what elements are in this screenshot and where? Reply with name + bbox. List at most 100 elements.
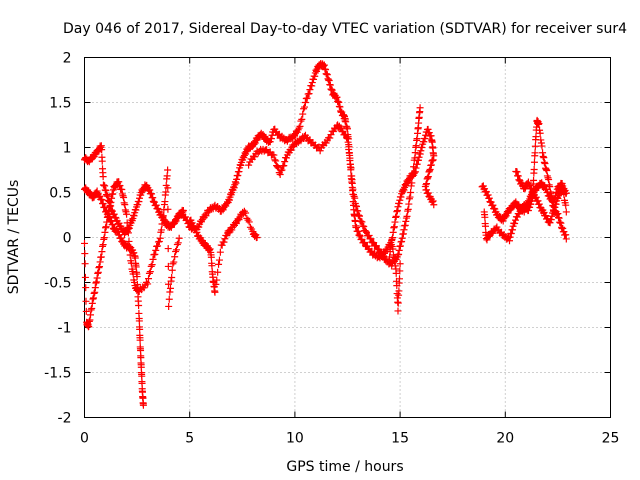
data-point bbox=[536, 129, 544, 137]
data-point bbox=[267, 135, 275, 143]
data-point bbox=[231, 181, 239, 189]
data-point bbox=[207, 253, 215, 261]
data-point bbox=[102, 186, 110, 194]
data-point bbox=[397, 193, 405, 201]
data-point bbox=[389, 228, 397, 236]
data-point bbox=[130, 212, 138, 220]
data-point bbox=[336, 103, 344, 111]
data-point bbox=[94, 269, 102, 277]
data-point bbox=[116, 182, 124, 190]
data-point bbox=[535, 200, 543, 208]
data-point bbox=[387, 242, 395, 250]
data-point bbox=[548, 212, 556, 220]
data-point bbox=[544, 174, 552, 182]
data-point bbox=[148, 190, 156, 198]
data-point bbox=[335, 98, 343, 106]
data-point bbox=[506, 233, 514, 241]
x-tick-label: 25 bbox=[602, 431, 620, 447]
data-point bbox=[310, 75, 318, 83]
data-point bbox=[251, 153, 259, 161]
data-point bbox=[213, 276, 221, 284]
data-point bbox=[163, 172, 171, 180]
data-point bbox=[311, 72, 319, 80]
data-point bbox=[415, 153, 423, 161]
data-point bbox=[281, 158, 289, 166]
data-point bbox=[423, 175, 431, 183]
y-tick-label: -2 bbox=[58, 411, 72, 427]
data-point bbox=[130, 278, 138, 286]
data-point bbox=[393, 208, 401, 216]
data-point bbox=[326, 134, 334, 142]
data-point bbox=[135, 301, 143, 309]
data-point bbox=[225, 196, 233, 204]
data-point bbox=[148, 261, 156, 269]
data-point bbox=[395, 246, 403, 254]
data-point bbox=[534, 197, 542, 205]
data-point bbox=[127, 259, 135, 267]
data-point bbox=[361, 238, 369, 246]
data-point bbox=[266, 138, 274, 146]
data-point bbox=[540, 154, 548, 162]
data-point bbox=[220, 238, 228, 246]
data-point bbox=[172, 247, 180, 255]
data-point bbox=[356, 212, 364, 220]
data-point bbox=[360, 222, 368, 230]
x-tick-label: 20 bbox=[496, 431, 514, 447]
data-point bbox=[230, 184, 238, 192]
data-point bbox=[147, 262, 155, 270]
data-point bbox=[82, 307, 90, 315]
data-point bbox=[168, 266, 176, 274]
series-sur4-track-g bbox=[339, 104, 424, 270]
data-point bbox=[481, 222, 489, 230]
data-point bbox=[418, 144, 426, 152]
y-tick-label: -1.5 bbox=[44, 366, 71, 382]
data-point bbox=[102, 224, 110, 232]
data-point bbox=[347, 166, 355, 174]
data-point bbox=[424, 125, 432, 133]
data-point bbox=[216, 248, 224, 256]
data-point bbox=[101, 204, 109, 212]
data-point bbox=[82, 284, 90, 292]
data-point bbox=[527, 184, 535, 192]
data-point bbox=[388, 235, 396, 243]
data-point bbox=[270, 151, 278, 159]
data-point bbox=[119, 192, 127, 200]
x-tick-labels: 0 5 10 15 20 25 bbox=[80, 431, 619, 447]
data-point bbox=[109, 221, 117, 229]
data-point bbox=[232, 179, 240, 187]
data-point bbox=[297, 117, 305, 125]
data-point bbox=[121, 201, 129, 209]
data-point bbox=[346, 154, 354, 162]
data-point bbox=[412, 164, 420, 172]
data-point bbox=[174, 239, 182, 247]
data-point bbox=[118, 190, 126, 198]
data-point bbox=[402, 214, 410, 222]
data-point bbox=[156, 234, 164, 242]
data-point bbox=[88, 304, 96, 312]
data-point bbox=[343, 123, 351, 131]
data-point bbox=[105, 208, 113, 216]
series-sur4-track-j bbox=[480, 116, 570, 245]
data-point bbox=[531, 149, 539, 157]
data-point bbox=[430, 152, 438, 160]
data-point bbox=[353, 224, 361, 232]
data-point bbox=[126, 251, 134, 259]
data-point bbox=[537, 139, 545, 147]
data-point bbox=[423, 180, 431, 188]
data-point bbox=[108, 194, 116, 202]
x-axis-label: GPS time / hours bbox=[286, 459, 403, 475]
data-point bbox=[526, 203, 534, 211]
data-point bbox=[81, 260, 89, 268]
data-point bbox=[532, 133, 540, 141]
data-point bbox=[547, 216, 555, 224]
y-tick-label: 0.5 bbox=[49, 186, 71, 202]
data-point bbox=[417, 147, 425, 155]
series-sur4-track-h bbox=[386, 125, 438, 261]
data-point bbox=[88, 299, 96, 307]
data-point bbox=[215, 260, 223, 268]
data-point bbox=[481, 213, 489, 221]
data-point bbox=[406, 193, 414, 201]
series-sur4-track-d bbox=[175, 59, 349, 234]
data-point bbox=[192, 225, 200, 233]
data-point bbox=[430, 201, 438, 209]
